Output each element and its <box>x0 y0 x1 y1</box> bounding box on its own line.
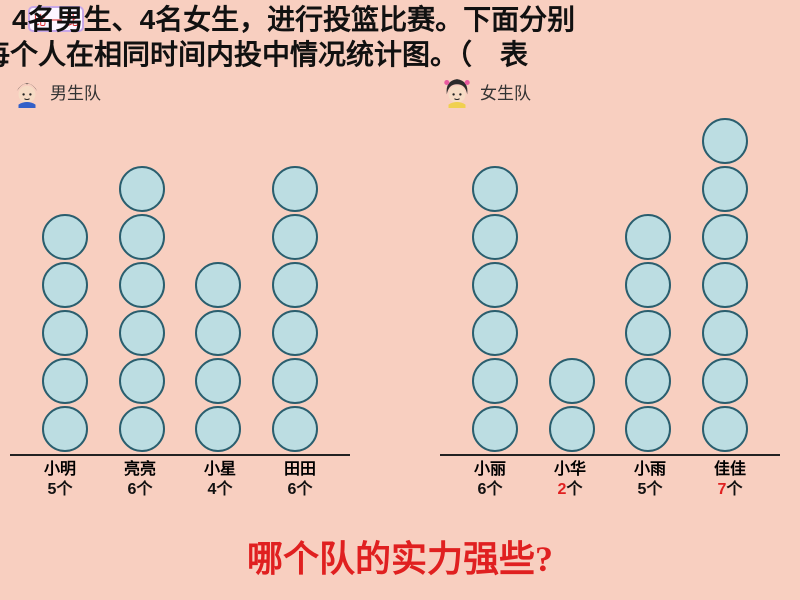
ball-icon <box>702 118 748 164</box>
player-name: 小丽 <box>460 460 520 480</box>
player-count: 7个 <box>700 480 760 500</box>
ball-icon <box>702 262 748 308</box>
ball-icon <box>625 214 671 260</box>
ball-icon <box>272 262 318 308</box>
team-girls: 女生队 小丽6个小华2个小雨5个佳佳7个 <box>440 106 780 500</box>
team-boys-bars <box>10 106 350 456</box>
ball-icon <box>549 358 595 404</box>
team-boys: 男生队 小明5个亮亮6个小星4个田田6个 <box>10 106 350 500</box>
title-block: 4名男生、4名女生，进行投篮比赛。下面分别 每个人在相同时间内投中情况统计图。（… <box>12 2 800 72</box>
ball-icon <box>119 166 165 212</box>
player-count: 6个 <box>270 480 330 500</box>
ball-icon <box>195 262 241 308</box>
ball-icon <box>195 406 241 452</box>
player-label: 小星4个 <box>190 460 250 500</box>
girl-avatar-icon <box>440 74 474 108</box>
player-label: 小雨5个 <box>620 460 680 500</box>
bar-column <box>549 358 595 454</box>
bar-column <box>272 166 318 454</box>
ball-icon <box>272 358 318 404</box>
player-name: 小明 <box>30 460 90 480</box>
player-name: 亮亮 <box>110 460 170 480</box>
bar-column <box>42 214 88 454</box>
ball-icon <box>195 310 241 356</box>
ball-icon <box>549 406 595 452</box>
ball-icon <box>42 406 88 452</box>
boy-avatar-icon <box>10 74 44 108</box>
team-girls-label: 女生队 <box>480 79 531 104</box>
title-line-1: 4名男生、4名女生，进行投篮比赛。下面分别 <box>12 2 800 37</box>
player-count: 5个 <box>30 480 90 500</box>
ball-icon <box>272 166 318 212</box>
ball-icon <box>42 358 88 404</box>
player-label: 小丽6个 <box>460 460 520 500</box>
ball-icon <box>472 358 518 404</box>
ball-icon <box>42 214 88 260</box>
ball-icon <box>472 310 518 356</box>
title-line-2: 每个人在相同时间内投中情况统计图。（ 表 <box>0 37 800 72</box>
player-label: 田田6个 <box>270 460 330 500</box>
team-girls-bars <box>440 106 780 456</box>
ball-icon <box>195 358 241 404</box>
ball-icon <box>472 262 518 308</box>
ball-icon <box>42 310 88 356</box>
ball-icon <box>702 358 748 404</box>
player-name: 小雨 <box>620 460 680 480</box>
bar-column <box>625 214 671 454</box>
player-count: 6个 <box>110 480 170 500</box>
bar-column <box>472 166 518 454</box>
player-count: 5个 <box>620 480 680 500</box>
ball-icon <box>119 262 165 308</box>
ball-icon <box>702 406 748 452</box>
player-count: 2个 <box>540 480 600 500</box>
ball-icon <box>472 214 518 260</box>
player-label: 小明5个 <box>30 460 90 500</box>
ball-icon <box>702 214 748 260</box>
player-name: 田田 <box>270 460 330 480</box>
ball-icon <box>625 358 671 404</box>
player-name: 佳佳 <box>700 460 760 480</box>
ball-icon <box>625 262 671 308</box>
ball-icon <box>272 310 318 356</box>
bar-column <box>119 166 165 454</box>
bar-column <box>702 118 748 454</box>
team-boys-label: 男生队 <box>50 79 101 104</box>
ball-icon <box>272 406 318 452</box>
player-count: 4个 <box>190 480 250 500</box>
team-boys-header: 男生队 <box>10 74 101 108</box>
team-girls-header: 女生队 <box>440 74 531 108</box>
player-label: 亮亮6个 <box>110 460 170 500</box>
ball-icon <box>472 406 518 452</box>
team-girls-labels: 小丽6个小华2个小雨5个佳佳7个 <box>440 460 780 500</box>
ball-icon <box>702 310 748 356</box>
ball-icon <box>119 358 165 404</box>
player-label: 小华2个 <box>540 460 600 500</box>
ball-icon <box>119 310 165 356</box>
bar-column <box>195 262 241 454</box>
ball-icon <box>119 406 165 452</box>
ball-icon <box>472 166 518 212</box>
chart-area: 男生队 小明5个亮亮6个小星4个田田6个 女生队 小丽6个小华2个小雨5个佳佳7… <box>0 100 800 500</box>
ball-icon <box>272 214 318 260</box>
ball-icon <box>702 166 748 212</box>
player-name: 小华 <box>540 460 600 480</box>
ball-icon <box>42 262 88 308</box>
team-boys-labels: 小明5个亮亮6个小星4个田田6个 <box>10 460 350 500</box>
player-count: 6个 <box>460 480 520 500</box>
player-label: 佳佳7个 <box>700 460 760 500</box>
ball-icon <box>625 406 671 452</box>
question-text: 哪个队的实力强些? <box>0 530 800 582</box>
ball-icon <box>625 310 671 356</box>
ball-icon <box>119 214 165 260</box>
player-name: 小星 <box>190 460 250 480</box>
